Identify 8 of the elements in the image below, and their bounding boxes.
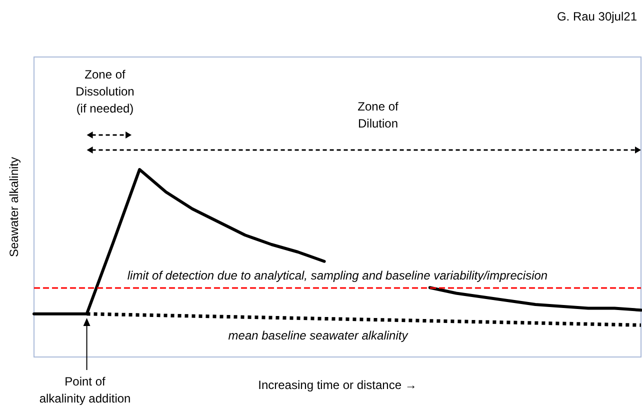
y-axis-title: Seawater alkalinity bbox=[7, 156, 21, 258]
text: Point of alkalinity addition bbox=[39, 374, 131, 406]
ref-line-label: limit of detection due to analytical, sampling and baseline variability/imprecision bbox=[127, 268, 548, 283]
text: G. Rau 30jul21 bbox=[556, 10, 638, 24]
text: Zone of Dissolution (if needed) bbox=[76, 68, 134, 116]
text: Zone of Dilution bbox=[358, 100, 400, 130]
annotation: mean baseline seawater alkalinity bbox=[228, 328, 409, 342]
x-axis-title: Increasing time or distance → bbox=[258, 378, 417, 392]
